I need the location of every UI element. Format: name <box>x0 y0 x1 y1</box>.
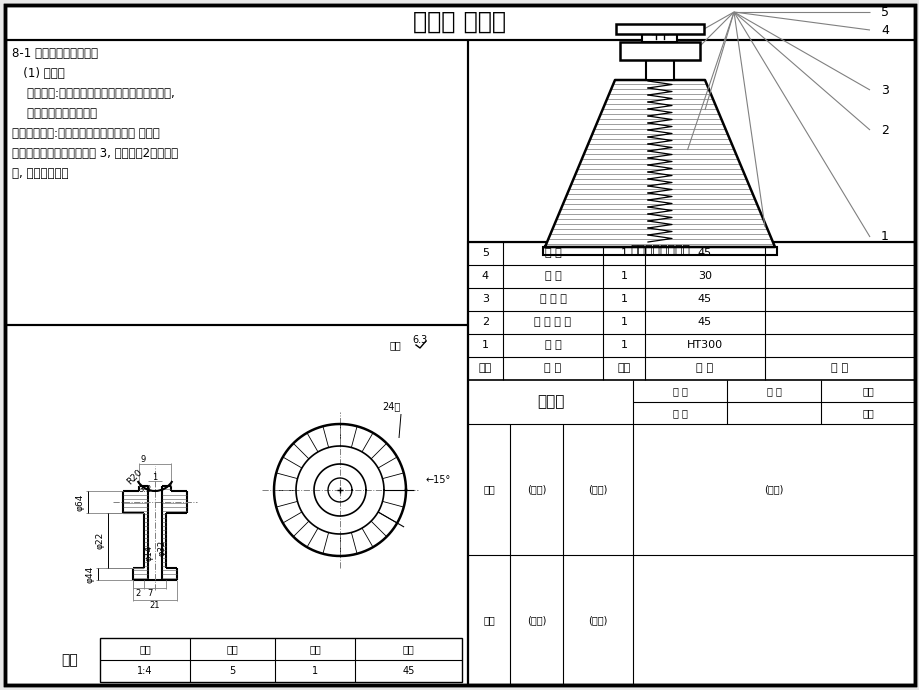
Text: 2: 2 <box>482 317 489 328</box>
Bar <box>100 638 461 682</box>
Text: 名 称: 名 称 <box>544 364 561 373</box>
Text: 1: 1 <box>153 473 157 482</box>
Text: 7: 7 <box>147 589 152 598</box>
Text: 旋 转 杆: 旋 转 杆 <box>539 295 566 304</box>
Text: 2: 2 <box>880 124 888 137</box>
Text: 千斤顶 装配图: 千斤顶 装配图 <box>413 10 506 34</box>
Text: 5: 5 <box>880 6 888 19</box>
Text: (签名): (签名) <box>527 615 546 624</box>
Text: 1: 1 <box>619 271 627 282</box>
Text: 图号: 图号 <box>861 408 873 418</box>
Text: (1) 千斤顶: (1) 千斤顶 <box>12 67 64 80</box>
Text: 件数: 件数 <box>309 644 321 654</box>
Text: 其余: 其余 <box>390 340 402 350</box>
Text: 5: 5 <box>229 666 235 676</box>
Text: 1: 1 <box>880 230 888 244</box>
Text: 材 料: 材 料 <box>696 364 713 373</box>
Text: 序号: 序号 <box>479 364 492 373</box>
Text: 1: 1 <box>312 666 318 676</box>
Text: 21: 21 <box>150 602 160 611</box>
Text: 数 量: 数 量 <box>672 408 686 418</box>
Text: (日期): (日期) <box>587 484 607 494</box>
Text: 1: 1 <box>619 317 627 328</box>
Text: 45: 45 <box>402 666 414 676</box>
Text: 1: 1 <box>619 295 627 304</box>
Text: φ64: φ64 <box>75 493 85 511</box>
Text: ←15°: ←15° <box>425 475 450 485</box>
Text: 3: 3 <box>482 295 489 304</box>
Text: φ22: φ22 <box>96 532 105 549</box>
Text: φ32: φ32 <box>158 540 167 556</box>
Text: 3.2: 3.2 <box>138 484 152 493</box>
Text: 6.3: 6.3 <box>412 335 427 345</box>
Text: 1: 1 <box>619 340 627 351</box>
Text: 第 张: 第 张 <box>766 386 780 396</box>
Text: 45: 45 <box>698 295 711 304</box>
Text: (校名): (校名) <box>764 484 783 494</box>
Text: 顶 盖: 顶 盖 <box>544 248 561 259</box>
Text: 2: 2 <box>136 589 141 598</box>
Text: 45: 45 <box>698 248 711 259</box>
Bar <box>468 242 914 685</box>
Bar <box>641 34 676 42</box>
Text: 4: 4 <box>482 271 489 282</box>
Text: 只需逆时针方向转动旋转杆 3, 起重螺杆2就向上移: 只需逆时针方向转动旋转杆 3, 起重螺杆2就向上移 <box>12 147 178 160</box>
Text: (签名): (签名) <box>527 484 546 494</box>
Text: 24槽: 24槽 <box>381 401 400 411</box>
Text: 4: 4 <box>880 23 888 37</box>
Text: 审核: 审核 <box>482 615 494 624</box>
Text: 数量: 数量 <box>617 364 630 373</box>
Bar <box>616 24 703 34</box>
Polygon shape <box>544 80 774 247</box>
Text: 起 重 螺 杆: 起 重 螺 杆 <box>534 317 571 328</box>
Text: 45: 45 <box>698 317 711 328</box>
Text: φ14: φ14 <box>145 545 153 561</box>
Text: 序号: 序号 <box>226 644 238 654</box>
Text: 比例: 比例 <box>861 386 873 396</box>
Text: 5: 5 <box>482 248 489 259</box>
Bar <box>645 60 674 80</box>
Bar <box>619 42 699 60</box>
Text: 9: 9 <box>141 455 145 464</box>
Text: 工作原理说明:千斤顶是顶起重物的部件 使用时: 工作原理说明:千斤顶是顶起重物的部件 使用时 <box>12 127 160 140</box>
Text: 比例: 比例 <box>139 644 151 654</box>
Text: 底 座: 底 座 <box>544 340 561 351</box>
Text: 1:4: 1:4 <box>137 666 153 676</box>
Text: 作业说明:根据装配示意图和零件图绘制装配图,: 作业说明:根据装配示意图和零件图绘制装配图, <box>12 87 175 100</box>
Text: 千斤顶装配示意图: 千斤顶装配示意图 <box>630 244 689 257</box>
Text: R20: R20 <box>126 468 144 486</box>
Text: 材料: 材料 <box>403 644 414 654</box>
Text: HT300: HT300 <box>686 340 722 351</box>
Text: 3: 3 <box>880 83 888 97</box>
Text: 1: 1 <box>619 248 627 259</box>
Text: φ44: φ44 <box>85 565 95 582</box>
Text: (日期): (日期) <box>587 615 607 624</box>
Text: 1: 1 <box>482 340 489 351</box>
Text: 顶盖: 顶盖 <box>62 653 78 667</box>
Text: 千斤顶: 千斤顶 <box>536 395 563 409</box>
Text: 8-1 由零件图拼画装配图: 8-1 由零件图拼画装配图 <box>12 47 98 60</box>
Text: 备 注: 备 注 <box>831 364 847 373</box>
Text: 30: 30 <box>698 271 711 282</box>
Text: 动, 并将物体顶起: 动, 并将物体顶起 <box>12 167 68 180</box>
Text: 制图: 制图 <box>482 484 494 494</box>
Text: 共 张: 共 张 <box>672 386 686 396</box>
Bar <box>542 247 777 255</box>
Text: 图纸幅面和比例自选。: 图纸幅面和比例自选。 <box>12 107 96 120</box>
Text: 螺 钉: 螺 钉 <box>544 271 561 282</box>
